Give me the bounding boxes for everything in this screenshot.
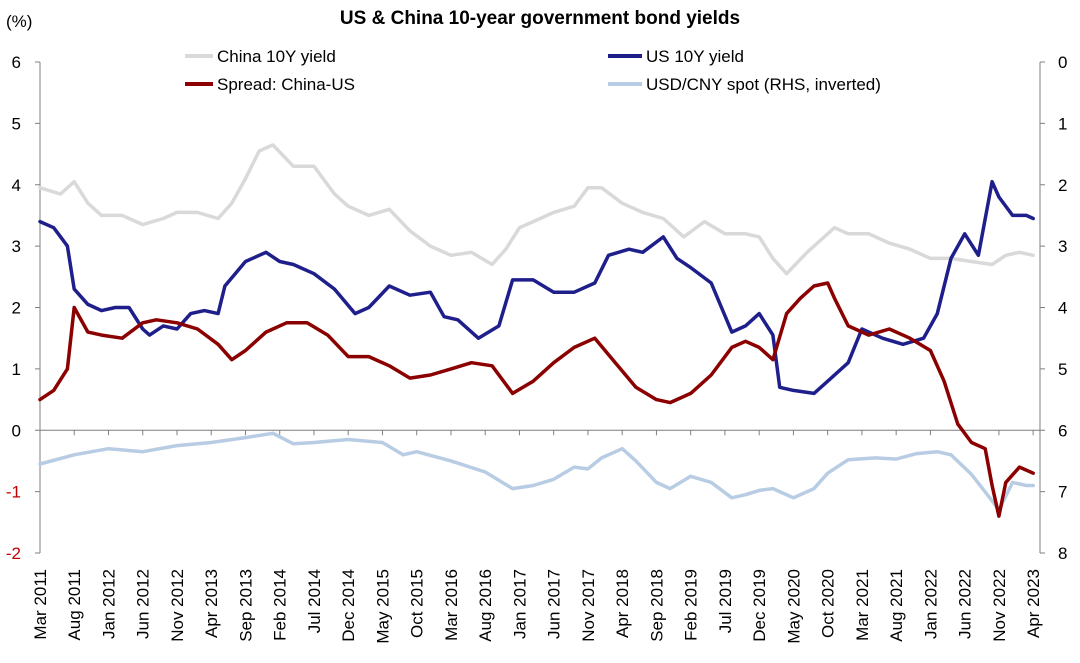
x-tick-label: Mar 2011 — [31, 569, 50, 640]
y2-tick-label: 7 — [1058, 483, 1067, 502]
y2-tick-label: 3 — [1058, 237, 1067, 256]
y-tick-label: 5 — [12, 114, 21, 133]
x-tick-label: Jan 2022 — [921, 569, 940, 639]
series-layer — [38, 143, 1035, 518]
x-tick-label: Feb 2019 — [682, 569, 701, 641]
x-tick-label: Feb 2014 — [271, 569, 290, 641]
x-tick-label: Jun 2017 — [545, 569, 564, 639]
y2-tick-label: 5 — [1058, 360, 1067, 379]
y2-tick-label: 0 — [1058, 53, 1067, 72]
x-tick-label: Jun 2022 — [956, 569, 975, 639]
y-tick-label: 1 — [12, 360, 21, 379]
x-tick-label: Sep 2018 — [647, 569, 666, 642]
x-tick-label: Jan 2012 — [99, 569, 118, 639]
x-tick-label: Nov 2022 — [990, 569, 1009, 642]
x-tick-label: Dec 2014 — [339, 569, 358, 642]
x-tick-label: Mar 2021 — [853, 569, 872, 641]
y2-tick-label: 1 — [1058, 114, 1067, 133]
x-tick-label: Apr 2013 — [202, 569, 221, 638]
series-line-usdcny — [38, 431, 1035, 512]
axes: 6 5 4 3 2 1 0 -1 -2 0 1 2 3 4 5 6 7 8 Mar 2011 Aug 2011 Jan … — [6, 53, 1068, 644]
legend-label-spread: Spread: China-US — [217, 75, 355, 94]
x-tick-label: May 2015 — [373, 569, 392, 644]
x-tick-label: Nov 2012 — [168, 569, 187, 642]
x-tick-label: Aug 2016 — [476, 569, 495, 642]
y2-tick-label: 4 — [1058, 299, 1067, 318]
x-tick-label: Sep 2013 — [236, 569, 255, 642]
x-tick-label: Dec 2019 — [750, 569, 769, 642]
x-tick-label: Apr 2023 — [1024, 569, 1043, 638]
y-tick-label: 2 — [12, 299, 21, 318]
x-tick-label: May 2020 — [784, 569, 803, 644]
y2-tick-label: 8 — [1058, 544, 1067, 563]
x-tick-label: Jul 2014 — [305, 569, 324, 633]
series-line-us-10y — [38, 179, 1035, 396]
legend-label-usdcny: USD/CNY spot (RHS, inverted) — [646, 75, 881, 94]
chart-title: US & China 10-year government bond yield… — [340, 8, 740, 29]
x-tick-label: Jun 2012 — [134, 569, 153, 639]
x-tick-label: Jan 2017 — [510, 569, 529, 639]
y-tick-label: 3 — [12, 237, 21, 256]
x-tick-label: Aug 2011 — [65, 569, 84, 641]
series-line-china-10y — [38, 143, 1035, 276]
legend-label-us-10y: US 10Y yield — [646, 47, 744, 66]
legend-label-china-10y: China 10Y yield — [217, 47, 336, 66]
y-tick-label: -2 — [6, 544, 21, 563]
x-tick-label: Jul 2019 — [716, 569, 735, 633]
x-tick-label: Aug 2021 — [887, 569, 906, 642]
y-tick-label: 6 — [12, 53, 21, 72]
x-tick-label: Apr 2018 — [613, 569, 632, 638]
x-tick-label: Nov 2017 — [579, 569, 598, 642]
y2-tick-label: 2 — [1058, 176, 1067, 195]
series-line-spread — [38, 281, 1035, 518]
y2-tick-label: 6 — [1058, 421, 1067, 440]
y-tick-label: 0 — [12, 421, 21, 440]
x-tick-label: Mar 2016 — [442, 569, 461, 641]
y-axis-unit: (%) — [6, 12, 32, 31]
y-tick-label: -1 — [6, 483, 21, 502]
legend: China 10Y yield US 10Y yield Spread: Chi… — [185, 47, 881, 94]
y-tick-label: 4 — [12, 176, 21, 195]
x-tick-label: Oct 2015 — [408, 569, 427, 638]
x-tick-label: Oct 2020 — [819, 569, 838, 638]
